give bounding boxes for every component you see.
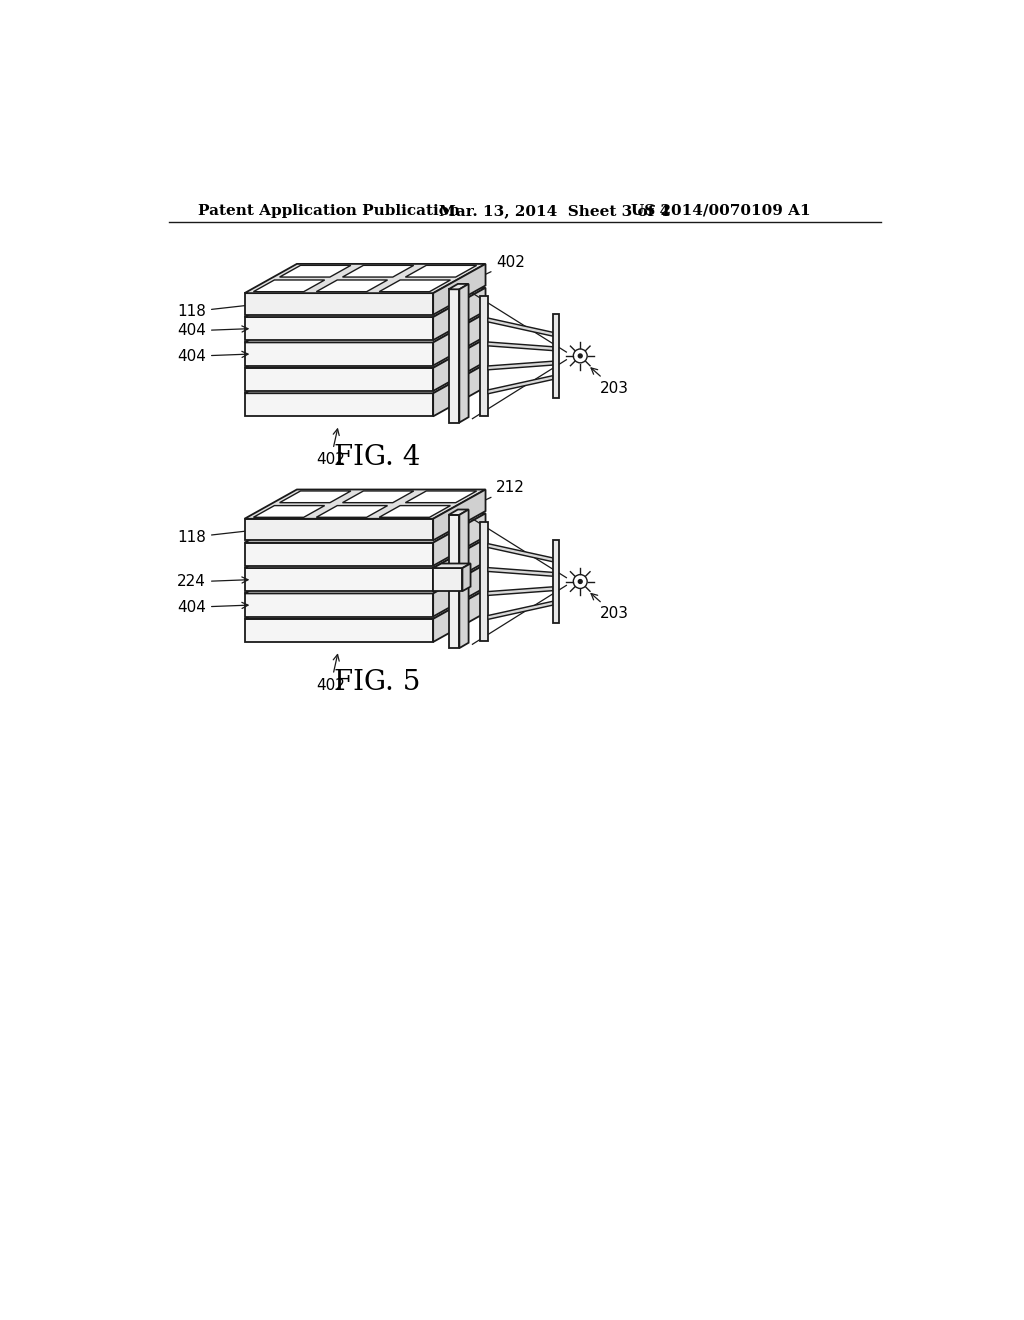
Text: Mar. 13, 2014  Sheet 3 of 4: Mar. 13, 2014 Sheet 3 of 4 <box>438 203 670 218</box>
Text: 118: 118 <box>177 528 256 545</box>
Polygon shape <box>449 515 460 648</box>
Polygon shape <box>253 506 325 517</box>
Text: 224: 224 <box>177 574 248 590</box>
Polygon shape <box>245 342 433 366</box>
Polygon shape <box>449 510 469 515</box>
Polygon shape <box>433 564 471 568</box>
Polygon shape <box>280 265 351 277</box>
Polygon shape <box>553 314 559 397</box>
Polygon shape <box>316 506 387 517</box>
Polygon shape <box>245 543 433 566</box>
Polygon shape <box>245 313 485 342</box>
Polygon shape <box>463 564 471 591</box>
Polygon shape <box>245 490 485 519</box>
Polygon shape <box>487 601 553 619</box>
Text: 203: 203 <box>591 594 629 622</box>
Polygon shape <box>487 587 553 595</box>
Circle shape <box>579 579 583 583</box>
Polygon shape <box>487 318 553 337</box>
Polygon shape <box>245 288 485 317</box>
Polygon shape <box>342 265 414 277</box>
Polygon shape <box>433 264 485 314</box>
Polygon shape <box>245 568 433 591</box>
Polygon shape <box>379 280 451 292</box>
Text: 203: 203 <box>591 368 629 396</box>
Circle shape <box>579 354 583 358</box>
Text: 402: 402 <box>316 655 345 693</box>
Polygon shape <box>433 568 463 591</box>
Polygon shape <box>342 491 414 503</box>
Polygon shape <box>245 539 485 568</box>
Polygon shape <box>460 510 469 648</box>
Text: 118: 118 <box>177 302 256 319</box>
Polygon shape <box>433 513 485 566</box>
Polygon shape <box>245 364 485 393</box>
Polygon shape <box>433 590 485 642</box>
Polygon shape <box>245 513 485 543</box>
Polygon shape <box>460 284 469 422</box>
Polygon shape <box>553 540 559 623</box>
Text: 404: 404 <box>177 348 248 364</box>
Polygon shape <box>487 342 553 351</box>
Polygon shape <box>245 293 433 314</box>
Polygon shape <box>245 619 433 642</box>
Polygon shape <box>245 590 485 619</box>
Polygon shape <box>245 264 485 293</box>
Polygon shape <box>253 280 325 292</box>
Text: 402: 402 <box>458 255 525 288</box>
Polygon shape <box>480 296 487 416</box>
Text: 212: 212 <box>458 480 525 513</box>
Polygon shape <box>433 564 485 616</box>
Polygon shape <box>245 339 485 368</box>
Polygon shape <box>245 393 433 416</box>
Polygon shape <box>480 521 487 642</box>
Polygon shape <box>245 368 433 391</box>
Polygon shape <box>487 544 553 562</box>
Polygon shape <box>433 288 485 341</box>
Text: Patent Application Publication: Patent Application Publication <box>199 203 461 218</box>
Polygon shape <box>245 519 433 540</box>
Text: 404: 404 <box>177 599 248 615</box>
Polygon shape <box>433 539 485 591</box>
Polygon shape <box>245 564 485 594</box>
Polygon shape <box>487 376 553 393</box>
Text: 402: 402 <box>316 429 345 467</box>
Polygon shape <box>449 284 469 289</box>
Text: FIG. 4: FIG. 4 <box>334 444 420 471</box>
Polygon shape <box>316 280 387 292</box>
Polygon shape <box>433 490 485 540</box>
Polygon shape <box>406 265 476 277</box>
Polygon shape <box>449 289 460 422</box>
Polygon shape <box>487 568 553 577</box>
Polygon shape <box>433 339 485 391</box>
Text: 404: 404 <box>177 323 248 338</box>
Polygon shape <box>487 362 553 370</box>
Text: US 2014/0070109 A1: US 2014/0070109 A1 <box>631 203 811 218</box>
Text: FIG. 5: FIG. 5 <box>334 669 420 696</box>
Polygon shape <box>245 594 433 616</box>
Polygon shape <box>280 491 351 503</box>
Polygon shape <box>379 506 451 517</box>
Polygon shape <box>433 364 485 416</box>
Polygon shape <box>245 317 433 341</box>
Polygon shape <box>433 313 485 366</box>
Polygon shape <box>406 491 476 503</box>
